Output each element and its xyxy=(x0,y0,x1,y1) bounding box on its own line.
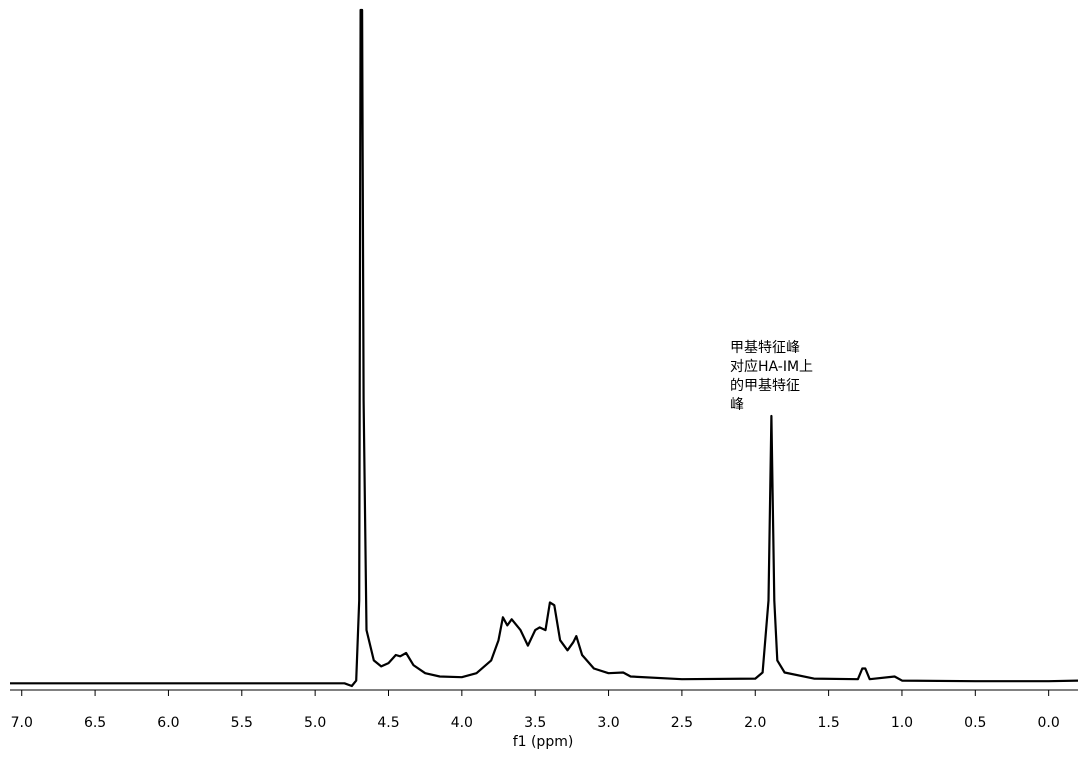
x-tick-label: 2.0 xyxy=(744,715,766,731)
x-tick-label: 7.0 xyxy=(11,715,33,731)
x-tick-label: 3.0 xyxy=(597,715,619,731)
x-tick-label: 1.0 xyxy=(891,715,913,731)
x-tick-label: 1.5 xyxy=(817,715,839,731)
x-tick-label: 2.5 xyxy=(671,715,693,731)
x-tick-label: 6.5 xyxy=(84,715,106,731)
annotation: 的甲基特征 xyxy=(730,377,800,394)
x-tick-label: 0.0 xyxy=(1038,715,1060,731)
x-tick-label: 6.0 xyxy=(157,715,179,731)
x-tick-label: 5.5 xyxy=(231,715,253,731)
x-tick-label: 4.0 xyxy=(451,715,473,731)
x-tick-label: 3.5 xyxy=(524,715,546,731)
x-tick-label: 4.5 xyxy=(377,715,399,731)
x-axis-label: f1 (ppm) xyxy=(513,734,574,750)
annotation: 对应HA-IM上 xyxy=(730,358,813,375)
annotation: 甲基特征峰 xyxy=(730,339,800,356)
x-tick-label: 5.0 xyxy=(304,715,326,731)
spectrum-line xyxy=(10,8,1079,688)
annotation: 峰 xyxy=(730,397,744,413)
x-tick-label: 0.5 xyxy=(964,715,986,731)
